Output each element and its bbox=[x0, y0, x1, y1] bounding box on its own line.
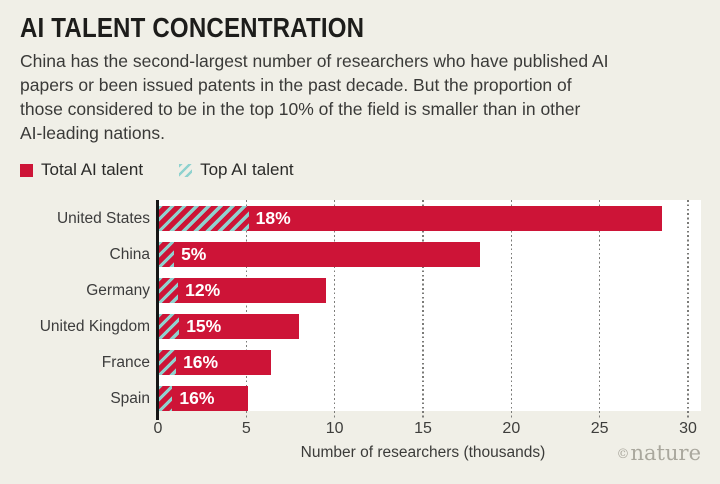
x-gridline bbox=[687, 200, 689, 419]
legend-label: Total AI talent bbox=[41, 160, 144, 179]
x-gridline bbox=[245, 200, 248, 419]
legend-item-total-ai-talent: Total AI talent bbox=[20, 160, 143, 180]
x-gridline bbox=[422, 200, 424, 419]
top-talent-hatch-overlay bbox=[158, 314, 180, 339]
top-talent-hatch-overlay bbox=[158, 350, 177, 375]
subtitle-line: papers or been issued patents in the pas… bbox=[20, 75, 572, 95]
total-talent-bar: 15% bbox=[158, 314, 300, 339]
total-talent-bar: 5% bbox=[158, 242, 480, 267]
legend-item-top-ai-talent: Top AI talent bbox=[179, 160, 294, 180]
category-label: United Kingdom bbox=[39, 318, 150, 335]
chart-subtitle: China has the second-largest number of r… bbox=[20, 49, 609, 145]
top-talent-hatch-overlay bbox=[158, 242, 175, 267]
top-ai-talent-swatch-icon bbox=[179, 163, 193, 177]
total-talent-bar: 18% bbox=[158, 206, 662, 231]
copyright-icon: © bbox=[616, 447, 630, 462]
x-axis-title: Number of researchers (thousands) bbox=[300, 444, 546, 461]
bar-percent-label: 15% bbox=[186, 316, 222, 336]
x-tick-label: 0 bbox=[153, 420, 163, 437]
x-gridline bbox=[598, 200, 601, 419]
total-talent-bar: 16% bbox=[158, 350, 272, 375]
x-tick-label: 20 bbox=[502, 420, 521, 437]
bar-chart-plot-area: 18% 5% 12% 15% 16% 16% bbox=[156, 200, 701, 420]
x-tick-label: 5 bbox=[241, 420, 251, 437]
total-ai-talent-swatch-icon bbox=[20, 163, 33, 177]
nature-wordmark: nature bbox=[630, 441, 701, 465]
category-label: China bbox=[109, 246, 151, 263]
x-tick-label: 15 bbox=[414, 420, 432, 437]
category-label: France bbox=[101, 354, 150, 371]
legend: Total AI talent Top AI talent bbox=[20, 160, 294, 180]
x-gridline bbox=[333, 200, 336, 419]
bar-percent-label: 5% bbox=[181, 244, 207, 264]
nature-credit: ©nature bbox=[617, 441, 701, 465]
subtitle-line: AI-leading nations. bbox=[20, 123, 165, 143]
top-talent-hatch-overlay bbox=[158, 206, 249, 231]
x-gridline bbox=[510, 200, 513, 419]
x-tick-label: 30 bbox=[679, 420, 697, 437]
bar-percent-label: 16% bbox=[179, 388, 215, 408]
bar-percent-label: 18% bbox=[255, 208, 291, 228]
category-label: Germany bbox=[86, 282, 150, 299]
total-talent-bar: 12% bbox=[158, 278, 326, 303]
top-talent-hatch-overlay bbox=[158, 386, 173, 411]
category-label: Spain bbox=[110, 390, 150, 407]
subtitle-line: those considered to be in the top 10% of… bbox=[20, 99, 581, 119]
top-talent-hatch-overlay bbox=[158, 278, 179, 303]
x-axis-tick-labels: 0 5 10 15 20 25 30 bbox=[154, 420, 701, 440]
total-talent-bar: 16% bbox=[158, 386, 249, 411]
category-axis-labels: United States China Germany United Kingdom F… bbox=[0, 200, 150, 412]
x-tick-label: 10 bbox=[325, 420, 344, 437]
y-axis-line bbox=[156, 200, 159, 420]
legend-label: Top AI talent bbox=[200, 160, 294, 179]
subtitle-line: China has the second-largest number of r… bbox=[20, 51, 609, 71]
category-label: United States bbox=[56, 210, 150, 227]
bar-percent-label: 12% bbox=[185, 280, 221, 300]
x-tick-label: 25 bbox=[590, 420, 609, 437]
chart-title: AI TALENT CONCENTRATION bbox=[20, 12, 365, 43]
bar-percent-label: 16% bbox=[183, 352, 219, 372]
